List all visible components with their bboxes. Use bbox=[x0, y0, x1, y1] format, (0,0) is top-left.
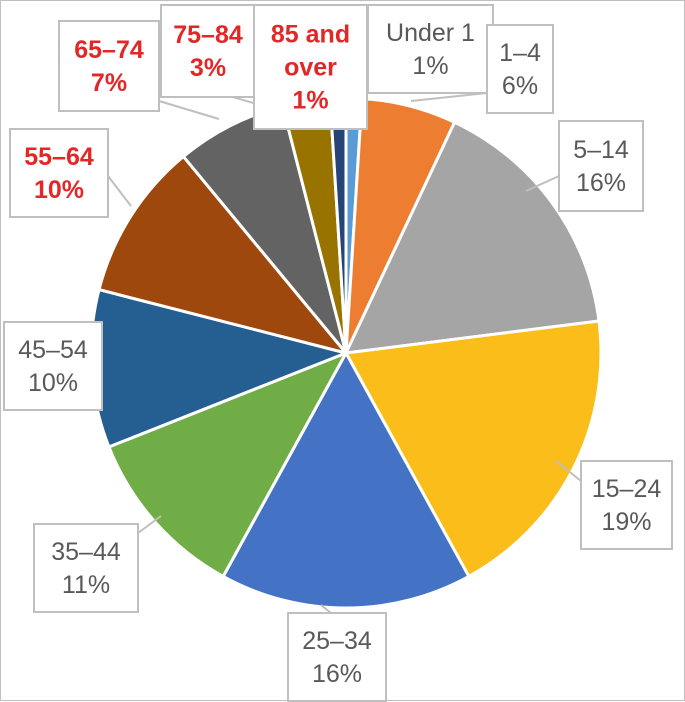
data-label-box bbox=[287, 612, 387, 702]
data-label-1: Under 1 1% bbox=[367, 4, 494, 94]
pie-slice-4 bbox=[344, 319, 603, 578]
data-label-value: 7% bbox=[91, 69, 127, 97]
data-label-box bbox=[580, 460, 673, 550]
data-label-5: 25–34 16% bbox=[287, 612, 387, 702]
data-label-box bbox=[253, 4, 368, 130]
data-label-6: 35–44 11% bbox=[33, 523, 139, 613]
data-label-category: 65–74 bbox=[74, 36, 144, 64]
data-label-value: 19% bbox=[601, 508, 651, 536]
data-label-category: 1–4 bbox=[499, 39, 541, 67]
pie-slice-5 bbox=[221, 351, 471, 610]
data-labels: Under 11% 1–46%5–1416%15–2419%25–3416%35–… bbox=[3, 4, 673, 702]
data-label-value: 1% bbox=[292, 87, 328, 115]
leader-line-5 bbox=[320, 604, 332, 614]
data-label-box bbox=[486, 24, 554, 114]
data-label-category: Under 1 bbox=[386, 19, 475, 47]
data-label-value: 10% bbox=[34, 176, 84, 204]
data-label-category: 55–64 bbox=[24, 143, 94, 171]
data-label-category: 5–14 bbox=[573, 136, 629, 164]
data-label-value: 16% bbox=[312, 660, 362, 688]
data-label-4: 15–24 19% bbox=[580, 460, 673, 550]
data-label-9: 65–74 7% bbox=[58, 20, 160, 112]
data-label-box bbox=[367, 4, 494, 94]
pie-slice-3 bbox=[344, 120, 601, 355]
data-label-value: 11% bbox=[62, 571, 110, 599]
data-label-7: 45–54 10% bbox=[3, 321, 103, 411]
leader-line-9 bbox=[158, 100, 220, 120]
data-label-box bbox=[58, 20, 160, 112]
data-label-value: 10% bbox=[28, 369, 78, 397]
data-label-category: 15–24 bbox=[592, 475, 662, 503]
data-label-box bbox=[160, 4, 256, 98]
leader-line-6 bbox=[137, 515, 162, 534]
data-label-8: 55–64 10% bbox=[9, 128, 109, 218]
data-label-category: 35–44 bbox=[51, 538, 121, 566]
data-label-box bbox=[9, 128, 109, 218]
data-label-2: 1–46% bbox=[486, 24, 554, 114]
data-label-value: 16% bbox=[576, 169, 626, 197]
data-label-value: 6% bbox=[502, 72, 538, 100]
leader-line-3 bbox=[525, 175, 560, 192]
leader-line-2 bbox=[410, 92, 488, 102]
data-label-3: 5–14 16% bbox=[558, 120, 644, 212]
pie-slices bbox=[89, 96, 603, 610]
data-label-category: over bbox=[284, 54, 337, 82]
data-label-box bbox=[33, 523, 139, 613]
data-label-10: 75–84 3% bbox=[160, 4, 256, 98]
data-label-box bbox=[3, 321, 103, 411]
data-label-value: 3% bbox=[190, 54, 226, 82]
data-label-category: 85 and bbox=[271, 21, 350, 49]
data-label-category: 25–34 bbox=[302, 627, 372, 655]
data-label-category: 75–84 bbox=[173, 21, 243, 49]
leader-line-8 bbox=[107, 175, 132, 207]
leader-line-4 bbox=[555, 460, 582, 482]
data-label-category: 45–54 bbox=[18, 336, 88, 364]
data-label-11: 85 and over 1% bbox=[253, 4, 368, 130]
pie-slice-8 bbox=[97, 155, 348, 355]
data-label-box bbox=[558, 120, 644, 212]
data-label-value: 1% bbox=[412, 52, 448, 80]
